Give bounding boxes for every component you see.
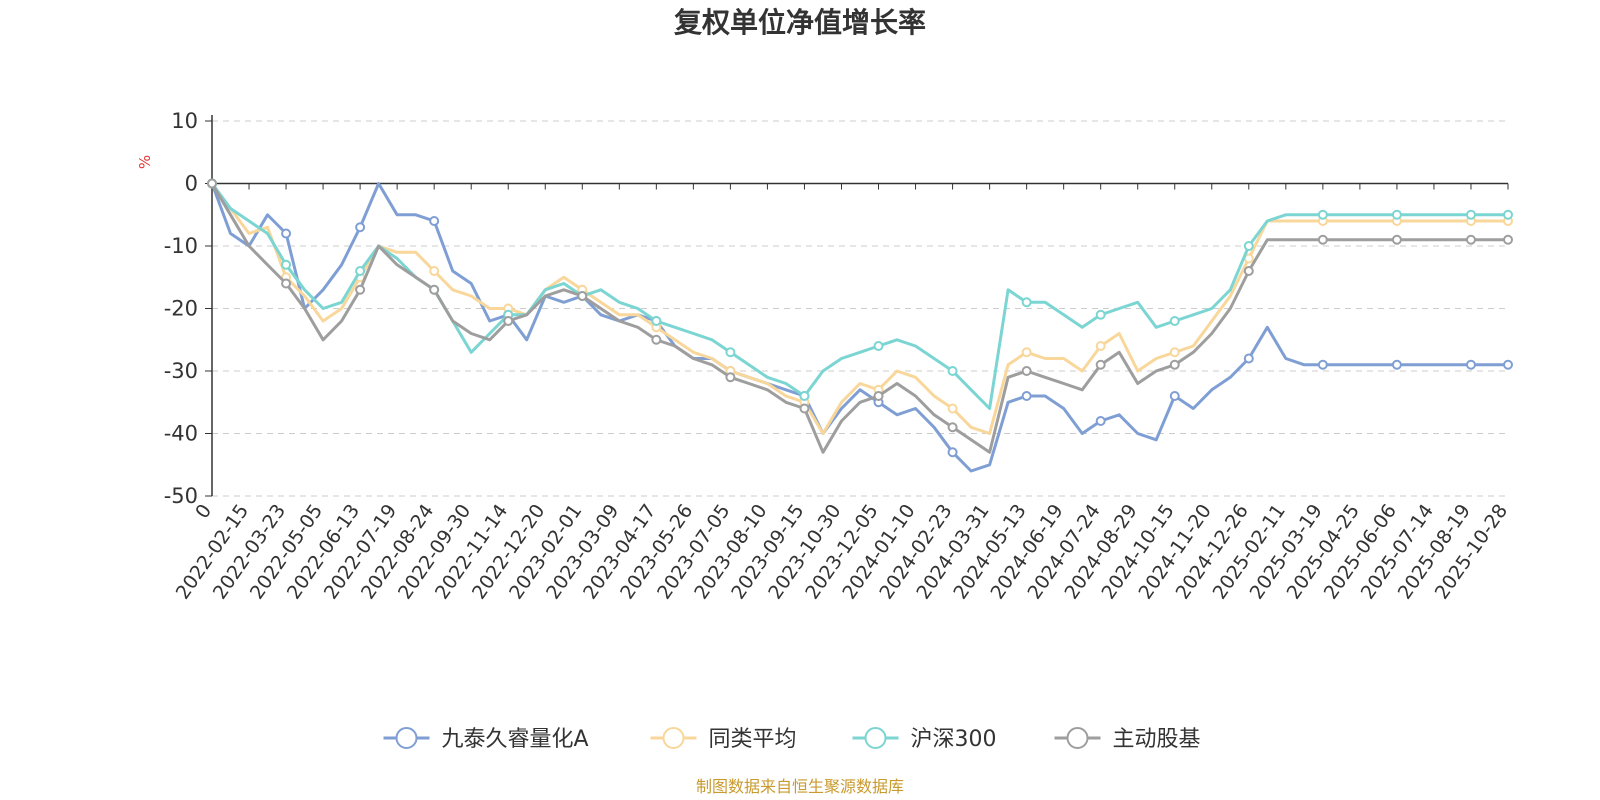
data-point: [1503, 234, 1513, 245]
series-lines: [207, 178, 1513, 473]
data-point: [1465, 209, 1476, 220]
series-line: [210, 182, 1508, 410]
data-point: [873, 341, 884, 351]
legend-marker: [1066, 727, 1089, 749]
legend-marker: [395, 727, 418, 749]
data-point: [1243, 353, 1254, 364]
data-point: [429, 284, 440, 295]
data-point: [1169, 359, 1180, 370]
y-axis-unit: %: [136, 155, 154, 169]
data-point: [1503, 359, 1513, 370]
y-tick-labels: 10 0 -10 -20 -30 -40 -50: [164, 109, 198, 508]
data-point: [947, 403, 958, 414]
y-tick-label: -30: [164, 359, 198, 383]
chart-title: 复权单位净值增长率: [674, 6, 926, 39]
data-point: [799, 403, 810, 414]
grid-lines: [205, 120, 1508, 497]
legend-item[interactable]: 沪深300: [852, 727, 997, 752]
data-point: [355, 284, 366, 295]
data-point: [1021, 391, 1032, 401]
data-point: [1317, 234, 1328, 245]
data-point: [281, 228, 292, 239]
data-point: [947, 447, 958, 458]
x-tick-labels: 02022-02-152022-03-232022-05-052022-06-1…: [172, 183, 1512, 603]
data-point: [207, 178, 217, 189]
legend-marker: [864, 727, 887, 749]
legend-item[interactable]: 同类平均: [650, 727, 797, 752]
data-point: [1021, 366, 1032, 376]
data-point: [947, 366, 958, 376]
y-tick-label: -20: [164, 297, 198, 321]
legend[interactable]: 九泰久睿量化A 同类平均 沪深300 主动股基: [383, 727, 1201, 752]
y-tick-label: 10: [171, 109, 198, 133]
data-point: [1095, 309, 1106, 320]
source-note: 制图数据来自恒生聚源数据库: [696, 777, 904, 796]
data-point: [725, 347, 736, 358]
data-point: [1243, 241, 1254, 251]
data-point: [429, 266, 440, 276]
data-point: [1317, 209, 1328, 220]
data-point: [873, 391, 884, 401]
data-point: [355, 222, 366, 233]
data-point: [1465, 234, 1476, 245]
series-line: [210, 182, 1508, 473]
series-line: [210, 182, 1508, 454]
data-point: [1095, 341, 1106, 351]
data-point: [1317, 359, 1328, 370]
data-point: [1169, 391, 1180, 401]
data-point: [1465, 359, 1476, 370]
data-point: [1095, 416, 1106, 426]
legend-label: 同类平均: [709, 727, 797, 752]
legend-label: 沪深300: [911, 727, 997, 752]
data-point: [577, 291, 588, 301]
legend-item[interactable]: 九泰久睿量化A: [383, 727, 589, 752]
data-point: [503, 316, 514, 326]
data-point: [1243, 266, 1254, 276]
y-tick-label: -50: [164, 484, 198, 508]
data-point: [651, 334, 662, 345]
data-point: [281, 259, 292, 270]
legend-item[interactable]: 主动股基: [1054, 727, 1201, 752]
y-tick-label: 0: [185, 172, 198, 196]
legend-marker: [662, 727, 685, 749]
data-point: [725, 372, 736, 383]
data-point: [1021, 297, 1032, 308]
data-point: [1169, 347, 1180, 358]
series-line: [210, 182, 1508, 435]
data-point: [947, 422, 958, 433]
axes: [211, 115, 1508, 496]
data-point: [1391, 209, 1402, 220]
data-point: [429, 216, 440, 226]
data-point: [651, 316, 662, 326]
data-point: [1391, 359, 1402, 370]
data-point: [799, 391, 810, 401]
y-tick-label: -10: [164, 234, 198, 258]
data-point: [281, 278, 292, 289]
legend-label: 九泰久睿量化A: [442, 727, 589, 752]
y-tick-label: -40: [164, 422, 198, 446]
data-point: [1169, 316, 1180, 326]
x-tick-label: 0: [191, 500, 216, 523]
data-point: [1391, 234, 1402, 245]
data-point: [1095, 359, 1106, 370]
data-point: [1021, 347, 1032, 358]
legend-label: 主动股基: [1113, 727, 1201, 752]
data-point: [355, 266, 366, 276]
data-point: [1503, 209, 1513, 220]
